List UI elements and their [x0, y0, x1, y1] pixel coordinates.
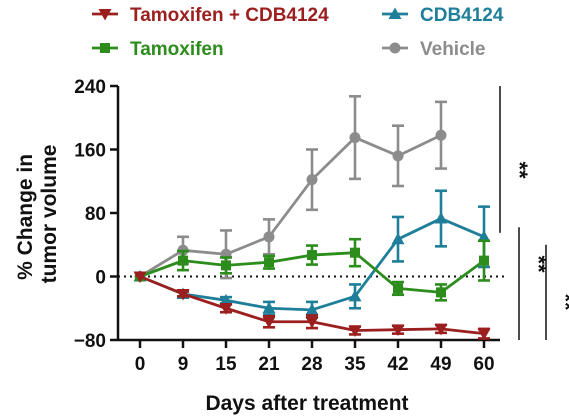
- y-axis-title-line-2: tumor volume: [38, 145, 61, 284]
- series-tamoxifen-cdb4124: [133, 271, 491, 341]
- y-tick-label: 0: [95, 268, 106, 289]
- significance-label: **: [507, 161, 532, 179]
- y-tick-label: 160: [74, 141, 106, 162]
- series-vehicle: [134, 95, 447, 282]
- y-tick-label: −80: [74, 331, 106, 352]
- data-point-tamoxifen: [307, 250, 317, 261]
- data-point-tamoxifen-cdb4124: [305, 316, 319, 329]
- legend-item-vehicle: Vehicle: [382, 39, 486, 60]
- significance-label: **: [553, 293, 569, 311]
- data-point-tamoxifen: [178, 255, 188, 266]
- data-point-cdb4124: [477, 230, 491, 242]
- data-point-cdb4124: [262, 301, 276, 314]
- significance-label: **: [526, 255, 551, 273]
- x-tick-label: 0: [135, 354, 146, 375]
- y-axis-title: % Change in tumor volume: [14, 145, 61, 284]
- series-line-vehicle: [139, 133, 442, 278]
- x-tick-label: 35: [344, 354, 366, 375]
- legend-label-tamoxifen: Tamoxifen: [130, 39, 224, 60]
- x-axis-title: Days after treatment: [205, 392, 408, 415]
- series-tamoxifen: [135, 237, 490, 302]
- data-point-tamoxifen: [436, 287, 446, 298]
- legend-label-cdb4124: CDB4124: [420, 5, 504, 26]
- data-point-cdb4124: [348, 289, 362, 302]
- plot-area: [118, 95, 506, 341]
- data-point-vehicle: [392, 150, 404, 162]
- x-tick-label: 60: [473, 354, 494, 375]
- data-point-tamoxifen: [221, 260, 231, 271]
- legend: Tamoxifen + CDB4124 CDB4124 Tamoxifen Vehic…: [92, 5, 504, 60]
- data-point-tamoxifen-cdb4124: [434, 323, 448, 336]
- data-point-tamoxifen-cdb4124: [262, 316, 276, 329]
- data-point-vehicle: [435, 129, 447, 141]
- data-point-tamoxifen-cdb4124: [348, 325, 362, 337]
- data-point-vehicle: [349, 132, 361, 144]
- y-tick-label: 80: [85, 204, 106, 225]
- legend-marker-tamoxifen: [100, 43, 110, 53]
- x-axis: 0 9 15 21 28 35 42 49 60: [118, 338, 500, 375]
- x-tick-label: 28: [301, 354, 322, 375]
- y-axis: −80 0 80 160 240: [74, 77, 120, 352]
- x-tick-label: 21: [258, 354, 280, 375]
- legend-marker-tamoxifen-cdb4124: [98, 9, 112, 21]
- x-tick-label: 9: [178, 354, 189, 375]
- data-point-tamoxifen-cdb4124: [219, 303, 233, 315]
- data-point-vehicle: [306, 174, 318, 186]
- data-point-tamoxifen-cdb4124: [176, 288, 190, 301]
- data-point-tamoxifen: [350, 247, 360, 258]
- significance-annotations: ** ** **: [499, 86, 569, 340]
- y-tick-label: 240: [74, 77, 106, 98]
- legend-item-tamoxifen-cdb4124: Tamoxifen + CDB4124: [92, 5, 329, 26]
- y-axis-title-line-1: % Change in: [14, 154, 37, 280]
- data-point-tamoxifen-cdb4124: [477, 328, 491, 341]
- data-point-tamoxifen: [393, 283, 403, 294]
- data-point-cdb4124: [219, 293, 233, 306]
- data-point-cdb4124: [305, 303, 319, 315]
- legend-label-tamoxifen-cdb4124: Tamoxifen + CDB4124: [130, 5, 329, 26]
- legend-item-tamoxifen: Tamoxifen: [92, 39, 224, 60]
- data-point-cdb4124: [434, 212, 448, 224]
- legend-item-cdb4124: CDB4124: [382, 5, 504, 26]
- data-point-tamoxifen: [264, 257, 274, 268]
- data-point-cdb4124: [391, 232, 405, 245]
- legend-marker-cdb4124: [388, 7, 402, 19]
- x-tick-label: 15: [215, 354, 237, 375]
- data-point-tamoxifen-cdb4124: [133, 271, 147, 283]
- data-point-vehicle: [263, 231, 275, 243]
- data-point-tamoxifen: [479, 255, 489, 266]
- x-tick-label: 42: [387, 354, 408, 375]
- legend-marker-vehicle: [389, 42, 401, 54]
- x-tick-label: 49: [430, 354, 451, 375]
- legend-label-vehicle: Vehicle: [420, 39, 486, 60]
- data-point-tamoxifen-cdb4124: [391, 324, 405, 337]
